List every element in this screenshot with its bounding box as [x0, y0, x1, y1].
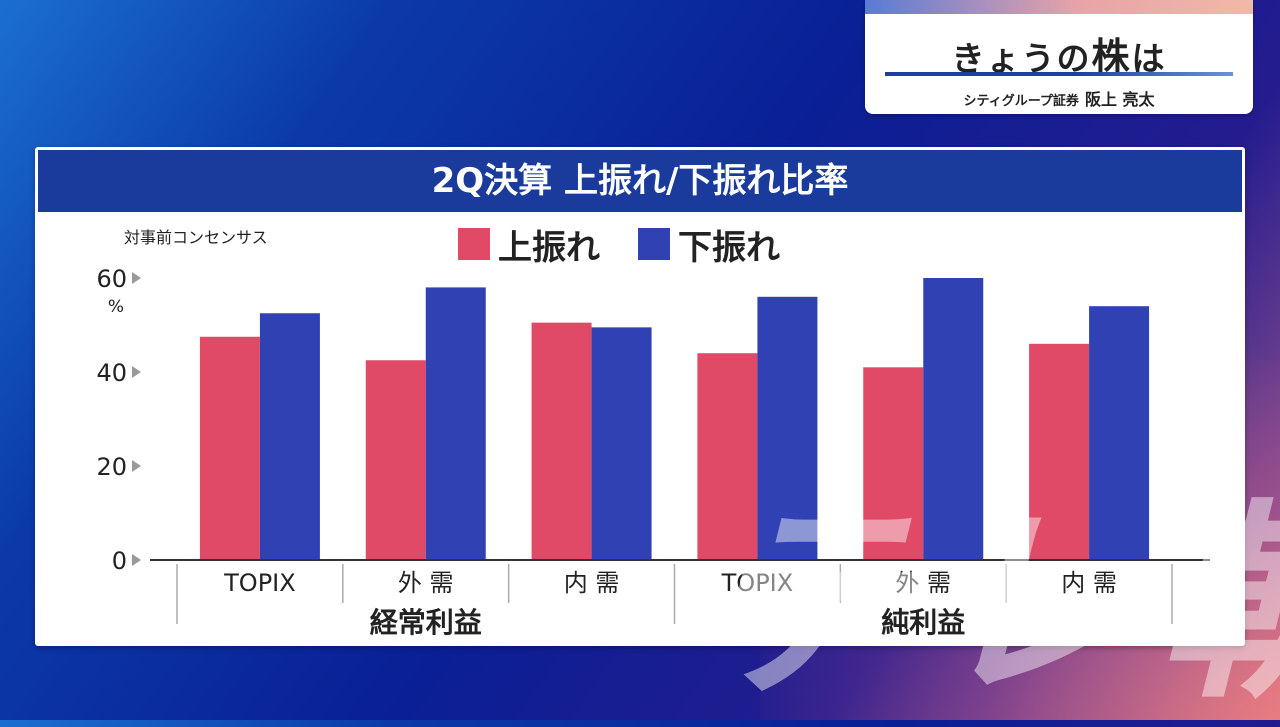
program-title-suffix: は	[1131, 39, 1167, 78]
x-tick-label: TOPIX	[223, 569, 296, 597]
x-group-label: 経常利益	[370, 606, 482, 639]
bar-downside	[923, 278, 984, 560]
y-tick-label: 60	[96, 265, 127, 293]
bar-upside	[863, 367, 924, 560]
title-divider	[885, 72, 1233, 76]
bar-upside	[365, 360, 426, 560]
legend-item-upside: 上振れ	[458, 220, 600, 269]
y-tick-marker	[132, 460, 141, 472]
legend-item-downside: 下振れ	[638, 220, 780, 269]
y-tick-label: 40	[96, 359, 127, 387]
bar-downside	[591, 327, 652, 560]
y-tick-marker	[132, 366, 141, 378]
y-tick-label: 20	[96, 453, 127, 481]
y-tick-marker	[132, 554, 141, 566]
program-title-prefix: きょうの	[951, 39, 1092, 78]
legend-label-upside: 上振れ	[498, 227, 600, 268]
program-title: きょうの株は	[865, 26, 1253, 81]
x-group-label: 純利益	[881, 606, 965, 639]
chart-title: 2Q決算 上振れ/下振れ比率	[431, 161, 849, 201]
bar-downside	[425, 287, 486, 560]
y-tick-label: 0	[112, 547, 127, 575]
bar-upside	[531, 322, 592, 560]
bar-downside	[757, 296, 818, 560]
bar-upside	[1029, 343, 1090, 560]
title-card-accent	[865, 0, 1253, 14]
y-tick-marker	[132, 272, 141, 284]
chart-header: 2Q決算 上振れ/下振れ比率	[38, 150, 1242, 212]
bar-downside	[259, 313, 320, 560]
presenter-name: 阪上 亮太	[1084, 90, 1155, 109]
presenter-caption: シティグループ証券 阪上 亮太	[865, 86, 1253, 110]
legend-swatch-downside	[638, 228, 670, 260]
x-tick-label: 外 需	[398, 569, 454, 597]
x-tick-label: 内 需	[564, 569, 620, 597]
x-tick-label: 外 需	[895, 569, 951, 597]
y-unit-label: %	[108, 297, 124, 317]
program-title-emphasis: 株	[1091, 35, 1132, 79]
presenter-company: シティグループ証券	[963, 94, 1079, 109]
y-axis-label: 対事前コンセンサス	[124, 228, 268, 247]
x-tick-label: TOPIX	[721, 569, 794, 597]
chart-legend: 上振れ 下振れ	[458, 220, 818, 269]
bar-upside	[697, 353, 758, 560]
program-title-card: きょうの株は シティグループ証券 阪上 亮太	[865, 0, 1253, 114]
x-tick-label: 内 需	[1061, 569, 1117, 597]
legend-swatch-upside	[458, 228, 490, 260]
bar-upside	[199, 336, 260, 560]
legend-label-downside: 下振れ	[678, 227, 780, 268]
bar-downside	[1089, 306, 1150, 560]
